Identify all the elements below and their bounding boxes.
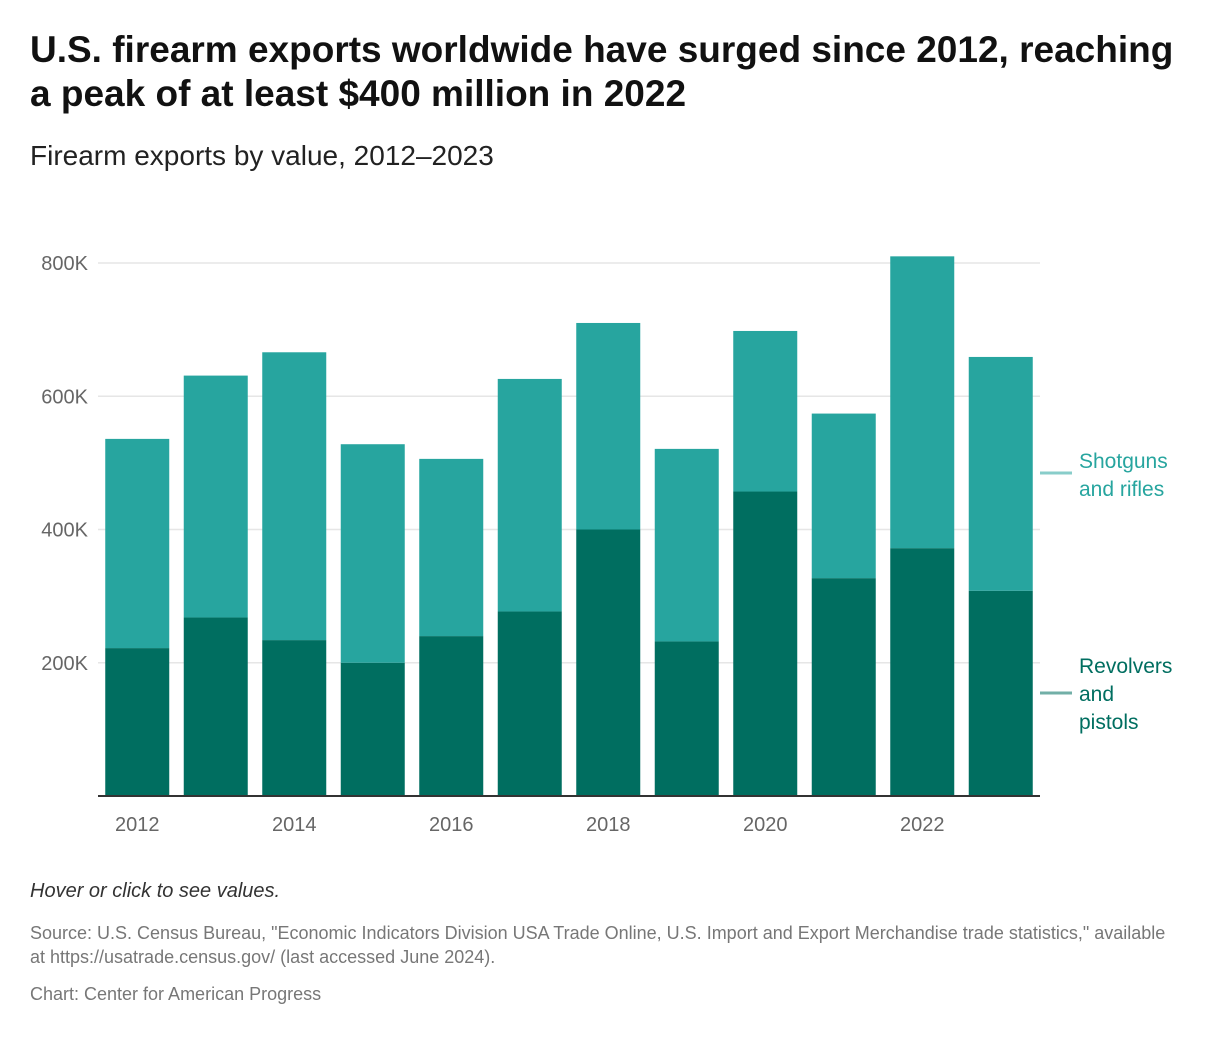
y-tick-label: 400K <box>41 520 88 542</box>
bar-shotguns-rifles-2021 <box>811 413 876 579</box>
y-tick-label: 800K <box>41 253 88 275</box>
bar-shotguns-rifles-2016 <box>419 458 484 637</box>
bar-shotguns-rifles-2013 <box>183 375 248 618</box>
bar-shotguns-rifles-2022 <box>890 256 955 549</box>
x-tick-label: 2016 <box>429 814 474 836</box>
legend-shotguns-rifles-label: and rifles <box>1079 478 1164 501</box>
source-note: Source: U.S. Census Bureau, "Economic In… <box>30 923 1166 967</box>
y-tick-label: 600K <box>41 386 88 408</box>
bar-revolvers-pistols-2019 <box>654 641 719 796</box>
x-tick-label: 2012 <box>115 814 160 836</box>
chart-credit: Chart: Center for American Progress <box>30 984 322 1004</box>
bar-revolvers-pistols-2012 <box>105 648 170 796</box>
chart-subtitle: Firearm exports by value, 2012–2023 <box>30 140 494 171</box>
x-tick-label: 2014 <box>272 814 317 836</box>
legend-revolvers-pistols-label: pistols <box>1079 711 1139 734</box>
legend-revolvers-pistols-label: Revolvers <box>1079 655 1172 678</box>
hover-hint: Hover or click to see values. <box>30 880 281 902</box>
bar-shotguns-rifles-2015 <box>340 444 405 663</box>
bar-shotguns-rifles-2014 <box>262 352 327 641</box>
bar-shotguns-rifles-2012 <box>105 438 170 649</box>
x-tick-label: 2020 <box>743 814 788 836</box>
bar-revolvers-pistols-2022 <box>890 548 955 796</box>
chart-title: U.S. firearm exports worldwide have surg… <box>30 29 1174 114</box>
bar-revolvers-pistols-2017 <box>497 611 562 796</box>
bar-shotguns-rifles-2018 <box>576 322 641 530</box>
bar-revolvers-pistols-2023 <box>968 590 1033 796</box>
bar-revolvers-pistols-2018 <box>576 529 641 796</box>
bar-shotguns-rifles-2019 <box>654 448 719 642</box>
bar-revolvers-pistols-2013 <box>183 617 248 796</box>
bar-shotguns-rifles-2017 <box>497 378 562 612</box>
bar-revolvers-pistols-2020 <box>733 491 798 796</box>
bar-revolvers-pistols-2016 <box>419 636 484 796</box>
legend-shotguns-rifles-label: Shotguns <box>1079 450 1168 473</box>
stacked-bar-chart: 200K 400K 600K 800K 2012 2014 2016 2018 2020 2022… <box>41 253 1172 836</box>
bar-shotguns-rifles-2020 <box>733 330 798 492</box>
legend-revolvers-pistols-label: and <box>1079 683 1114 706</box>
x-tick-label: 2018 <box>586 814 631 836</box>
bar-shotguns-rifles-2023 <box>968 356 1033 591</box>
y-tick-label: 200K <box>41 653 88 675</box>
x-tick-label: 2022 <box>900 814 945 836</box>
bar-revolvers-pistols-2021 <box>811 578 876 796</box>
bar-revolvers-pistols-2014 <box>262 640 327 796</box>
bar-revolvers-pistols-2015 <box>340 662 405 796</box>
